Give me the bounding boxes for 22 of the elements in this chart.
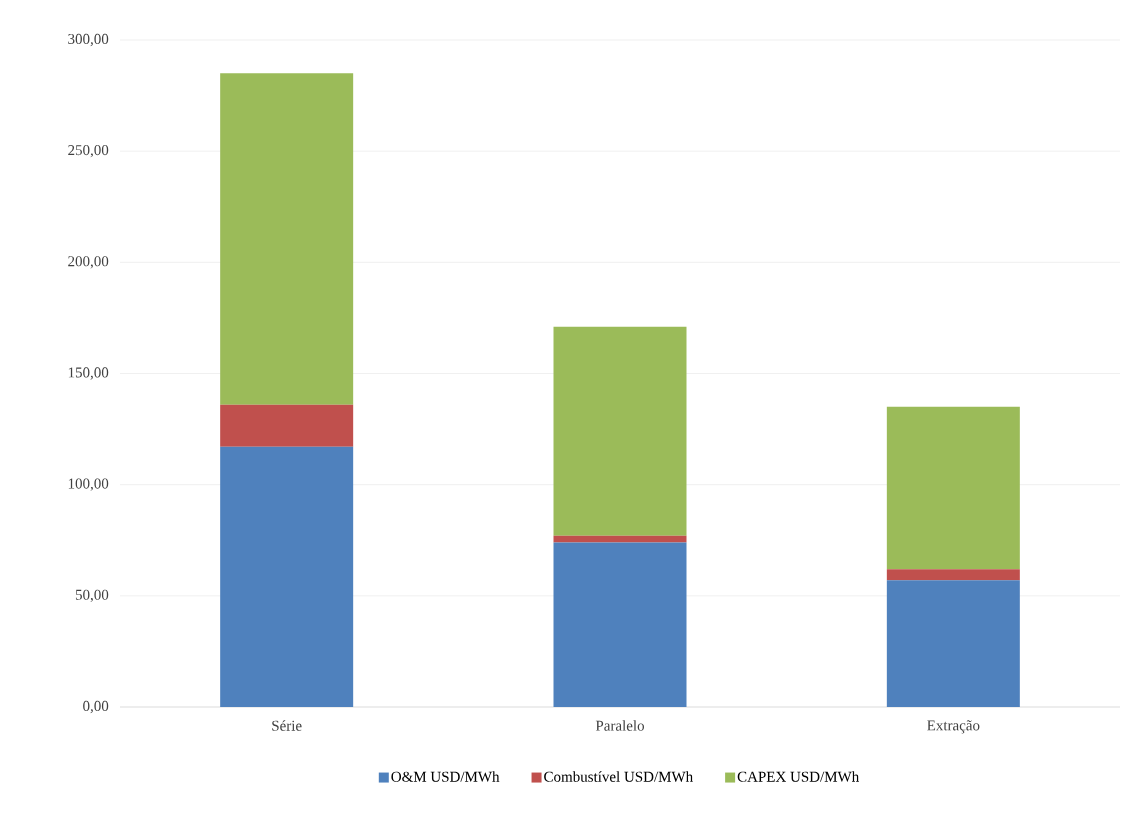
legend-label: Combustível USD/MWh [544,771,693,782]
bar [553,535,687,543]
y-tick-label: 100,00 [68,478,109,491]
x-tick-label: Paralelo [595,720,645,731]
y-tick-label: 0,00 [83,700,109,714]
legend-label: CAPEX USD/MWh [737,771,859,782]
bar [553,326,687,536]
bar [220,404,354,447]
y-tick-label: 250,00 [68,145,109,158]
bar [220,73,354,405]
bar [886,569,1020,581]
bar [886,406,1020,570]
y-tick-label: 200,00 [68,256,109,269]
bar [220,446,354,707]
x-tick-label: Extração [927,720,980,734]
y-tick-label: 50,00 [75,589,109,602]
bar [553,542,687,707]
y-tick-label: 300,00 [68,33,109,47]
x-tick-label: Série [272,720,302,731]
legend-label: O&M USD/MWh [391,771,500,782]
y-tick-label: 150,00 [68,367,109,380]
bar [886,580,1020,707]
